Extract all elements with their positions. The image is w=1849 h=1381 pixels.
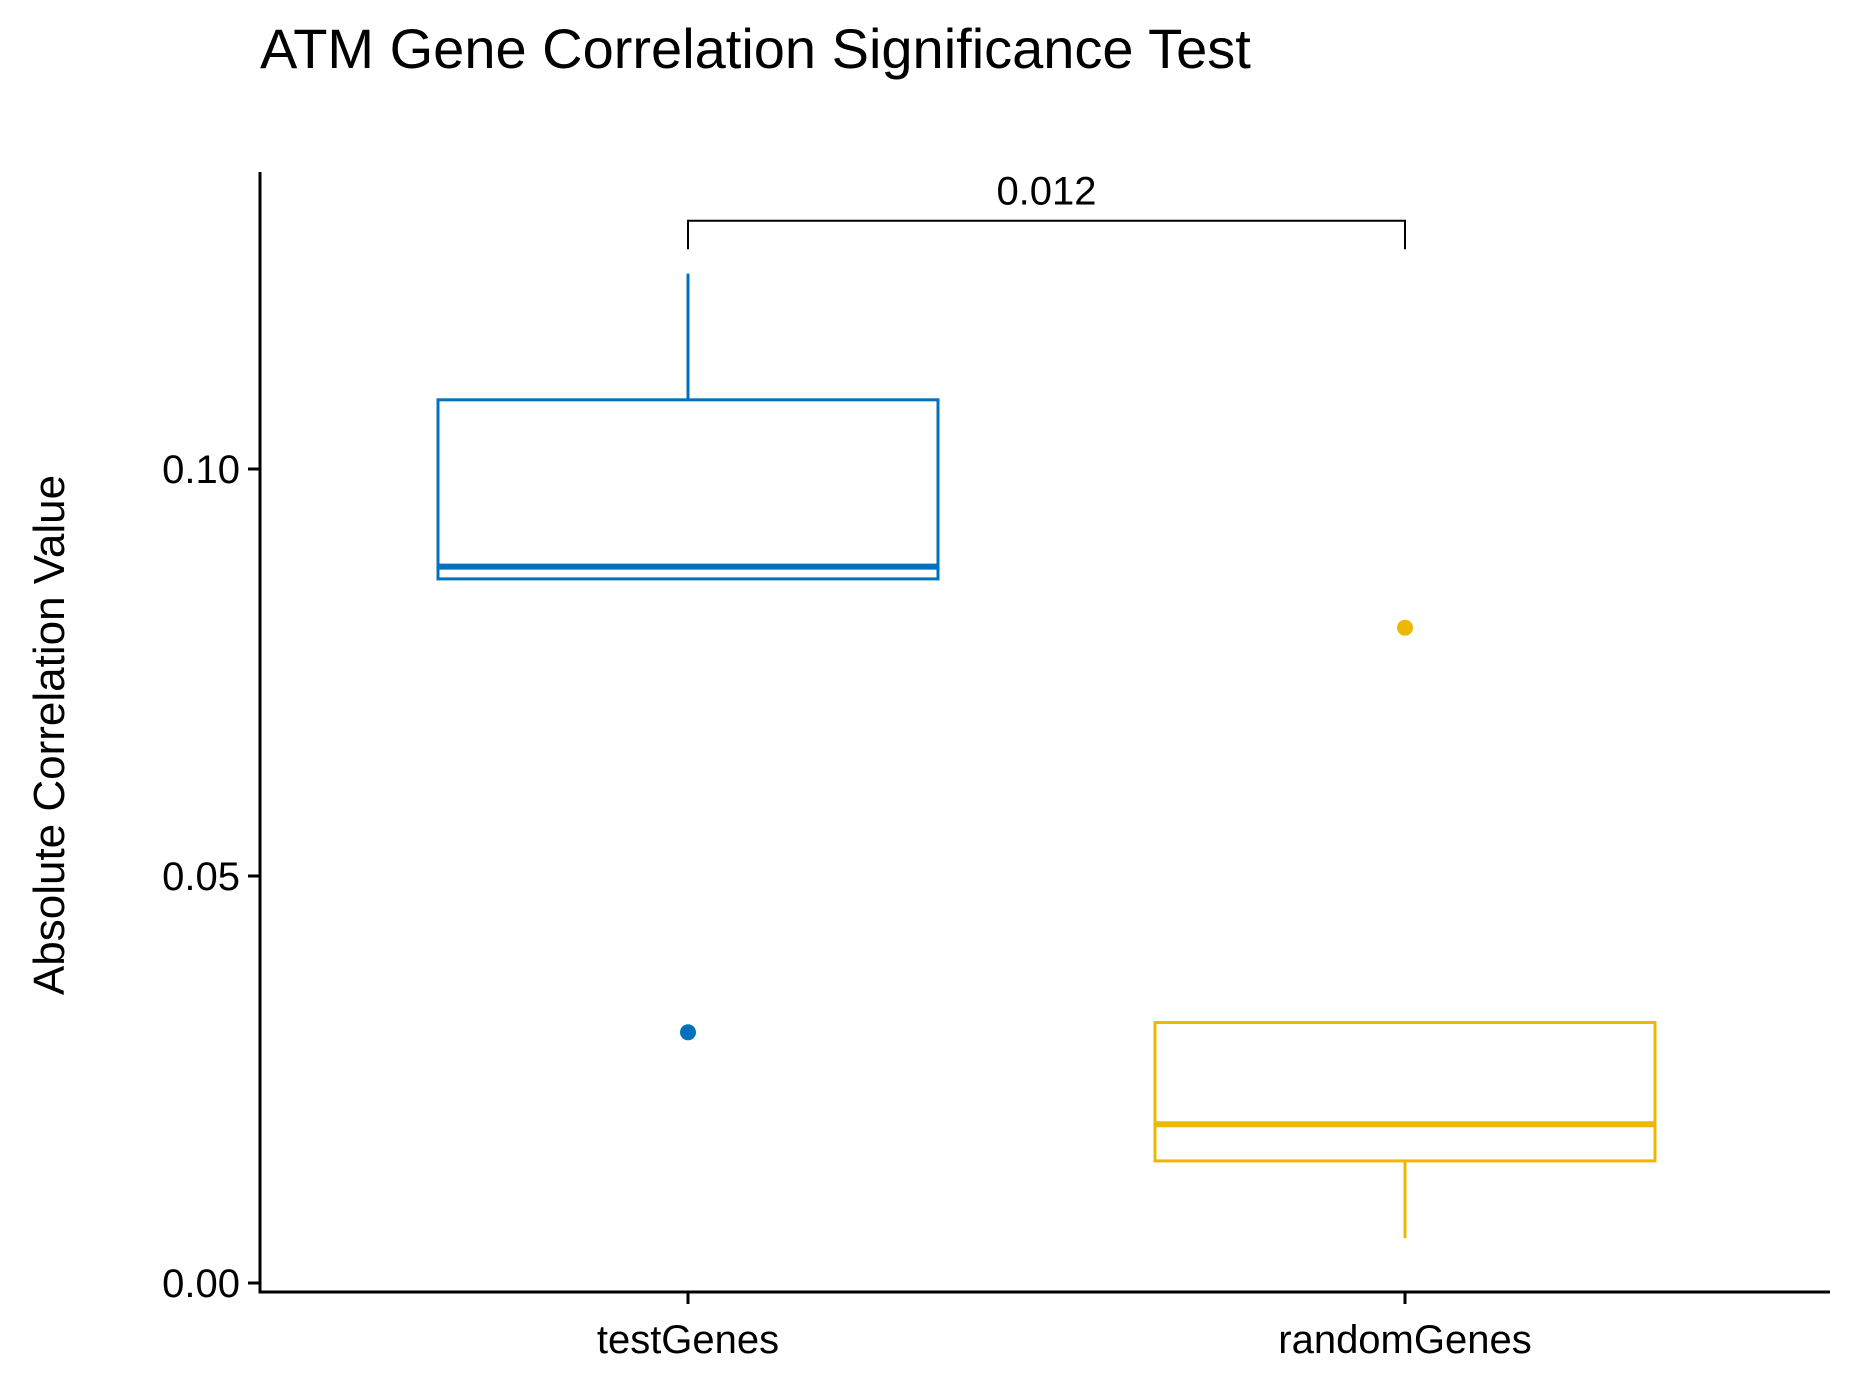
outlier-point (1397, 619, 1413, 636)
y-axis-title: Absolute Correlation Value (25, 475, 74, 995)
y-tick-label: 0.00 (162, 1262, 240, 1306)
chart-title: ATM Gene Correlation Significance Test (260, 17, 1251, 80)
outlier-point (680, 1024, 696, 1041)
box (1153, 1021, 1657, 1163)
p-value-label: 0.012 (996, 170, 1096, 214)
y-tick-label: 0.05 (162, 855, 240, 899)
y-tick-label: 0.10 (162, 448, 240, 492)
x-tick-label: testGenes (597, 1318, 779, 1362)
box (436, 398, 940, 581)
significance-bracket (687, 219, 1406, 250)
plot-area: 0.00 0.05 0.10 testGenes randomGenes 0.012 (162, 170, 1830, 1362)
x-tick-label: randomGenes (1278, 1318, 1531, 1362)
